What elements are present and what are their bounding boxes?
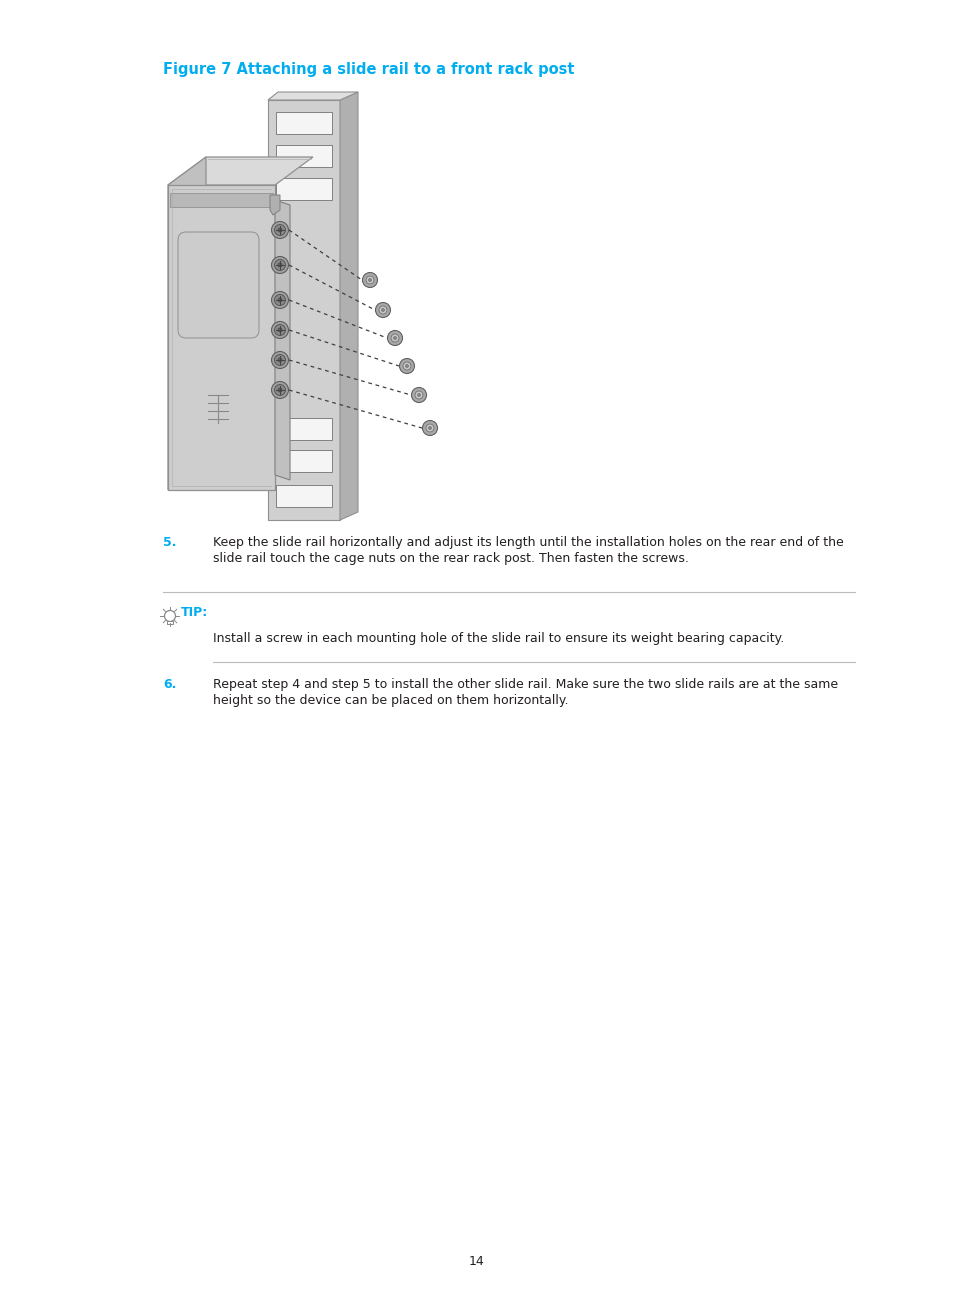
Polygon shape <box>275 485 332 507</box>
Circle shape <box>277 228 282 232</box>
Circle shape <box>277 328 282 332</box>
Circle shape <box>277 263 282 267</box>
Circle shape <box>274 294 285 306</box>
Circle shape <box>387 330 402 346</box>
Polygon shape <box>275 111 332 133</box>
Text: Figure 7 Attaching a slide rail to a front rack post: Figure 7 Attaching a slide rail to a fro… <box>163 62 574 76</box>
Text: Install a screw in each mounting hole of the slide rail to ensure its weight bea: Install a screw in each mounting hole of… <box>213 632 783 645</box>
Circle shape <box>274 385 285 395</box>
Circle shape <box>393 337 396 340</box>
Circle shape <box>428 426 431 429</box>
Polygon shape <box>275 419 332 441</box>
Circle shape <box>366 276 374 284</box>
Circle shape <box>411 388 426 403</box>
Bar <box>167 621 172 623</box>
Circle shape <box>272 292 288 308</box>
Circle shape <box>164 610 175 622</box>
Circle shape <box>274 210 285 220</box>
Circle shape <box>274 259 285 271</box>
Circle shape <box>402 362 411 369</box>
Polygon shape <box>275 178 332 200</box>
Polygon shape <box>270 194 280 215</box>
Text: Keep the slide rail horizontally and adjust its length until the installation ho: Keep the slide rail horizontally and adj… <box>213 537 842 550</box>
Polygon shape <box>268 92 357 100</box>
Circle shape <box>274 324 285 336</box>
Circle shape <box>272 321 288 338</box>
Polygon shape <box>274 200 290 480</box>
Circle shape <box>274 224 285 236</box>
Circle shape <box>426 424 434 432</box>
Circle shape <box>415 391 422 399</box>
Circle shape <box>417 394 420 397</box>
Circle shape <box>399 359 414 373</box>
Polygon shape <box>170 193 273 207</box>
Text: TIP:: TIP: <box>181 607 208 619</box>
Circle shape <box>274 395 285 404</box>
Text: 14: 14 <box>469 1255 484 1267</box>
Circle shape <box>277 358 282 362</box>
Circle shape <box>405 364 408 368</box>
Text: Repeat step 4 and step 5 to install the other slide rail. Make sure the two slid: Repeat step 4 and step 5 to install the … <box>213 678 838 691</box>
Polygon shape <box>268 100 339 520</box>
Circle shape <box>272 381 288 398</box>
Text: slide rail touch the cage nuts on the rear rack post. Then fasten the screws.: slide rail touch the cage nuts on the re… <box>213 552 688 565</box>
Polygon shape <box>168 157 313 185</box>
Circle shape <box>272 222 288 238</box>
Circle shape <box>381 308 384 311</box>
Circle shape <box>277 298 282 302</box>
Polygon shape <box>275 450 332 472</box>
Circle shape <box>375 302 390 318</box>
Circle shape <box>362 272 377 288</box>
Circle shape <box>422 420 437 435</box>
FancyBboxPatch shape <box>178 232 258 338</box>
Polygon shape <box>168 185 274 490</box>
Circle shape <box>274 355 285 365</box>
Circle shape <box>368 279 371 281</box>
Text: 6.: 6. <box>163 678 176 691</box>
Text: height so the device can be placed on them horizontally.: height so the device can be placed on th… <box>213 693 568 708</box>
Circle shape <box>378 306 387 314</box>
Polygon shape <box>275 145 332 167</box>
Circle shape <box>277 388 282 391</box>
Polygon shape <box>339 92 357 520</box>
Polygon shape <box>168 157 206 490</box>
Text: 5.: 5. <box>163 537 176 550</box>
Circle shape <box>272 257 288 273</box>
Circle shape <box>391 334 398 342</box>
Circle shape <box>272 351 288 368</box>
